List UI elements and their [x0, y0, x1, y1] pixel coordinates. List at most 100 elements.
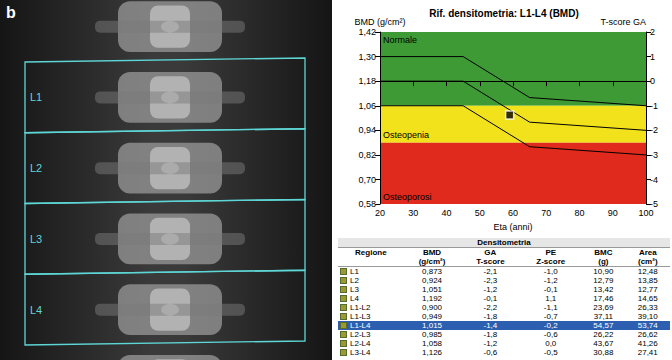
html-text:12,79: 12,79: [593, 276, 614, 285]
html-text:-0,7: -0,7: [543, 312, 558, 321]
html-text:-1,2: -1,2: [483, 339, 498, 348]
html-text:0,985: 0,985: [422, 330, 442, 339]
html-text:-2,3: -2,3: [483, 276, 498, 285]
html-text:L2: L2: [350, 276, 359, 285]
svg-text:80: 80: [574, 208, 584, 218]
html-text:-1,2: -1,2: [543, 276, 558, 285]
html-text:0,873: 0,873: [422, 267, 442, 276]
svg-text:1,42: 1,42: [358, 27, 376, 37]
svg-text:1,06: 1,06: [358, 101, 376, 111]
svg-text:100: 100: [638, 208, 653, 218]
html-text:L1-L2: L1-L2: [350, 303, 371, 312]
html-text:0,949: 0,949: [422, 312, 442, 321]
svg-text:T-score GA: T-score GA: [600, 17, 646, 27]
svg-text:Eta (anni): Eta (anni): [493, 222, 532, 232]
svg-text:0: 0: [650, 76, 655, 86]
html-text:54,57: 54,57: [593, 321, 614, 330]
html-text:-1,8: -1,8: [483, 330, 498, 339]
svg-text:-1: -1: [650, 101, 658, 111]
html-text:Regione: Regione: [355, 248, 387, 257]
html-text:1,058: 1,058: [422, 339, 442, 348]
html-text:L3: L3: [350, 285, 359, 294]
html-text:26,22: 26,22: [593, 330, 614, 339]
html-text:L1-L3: L1-L3: [350, 312, 371, 321]
svg-text:2: 2: [650, 27, 655, 37]
html-text:0,924: 0,924: [422, 276, 442, 285]
svg-text:90: 90: [608, 208, 618, 218]
html-text:BMD: BMD: [422, 248, 442, 257]
html-text:T-score: T-score: [476, 257, 505, 266]
svg-text:-2: -2: [650, 125, 658, 135]
svg-text:0,94: 0,94: [358, 125, 376, 135]
svg-text:60: 60: [508, 208, 518, 218]
svg-text:L4: L4: [30, 304, 42, 316]
html-text:-1,1: -1,1: [543, 303, 558, 312]
svg-text:0,70: 0,70: [358, 175, 376, 185]
svg-text:0,82: 0,82: [358, 150, 376, 160]
html-text:-2,2: -2,2: [483, 303, 498, 312]
html-text:L4: L4: [350, 294, 359, 303]
html-text:-0,6: -0,6: [543, 330, 558, 339]
svg-text:1,18: 1,18: [358, 76, 376, 86]
html-text:26,62: 26,62: [637, 330, 658, 339]
html-text:-1,2: -1,2: [483, 285, 498, 294]
html-text:0,0: 0,0: [545, 339, 557, 348]
html-text:Area: Area: [638, 248, 657, 257]
svg-text:1,30: 1,30: [358, 52, 376, 62]
html-text:1,051: 1,051: [422, 285, 442, 294]
html-text:13,42: 13,42: [593, 285, 614, 294]
html-text:(g): (g): [598, 257, 609, 266]
svg-text:50: 50: [475, 208, 485, 218]
html-text:PE: PE: [545, 248, 557, 257]
html-text:10,90: 10,90: [593, 267, 614, 276]
svg-text:BMD (g/cm²): BMD (g/cm²): [355, 17, 406, 27]
svg-text:40: 40: [441, 208, 451, 218]
svg-text:Osteoporosi: Osteoporosi: [383, 192, 432, 202]
svg-text:0,58: 0,58: [358, 199, 376, 209]
html-text:0,900: 0,900: [422, 303, 442, 312]
svg-text:1: 1: [650, 52, 655, 62]
html-text:1,015: 1,015: [422, 321, 442, 330]
html-text:-0,1: -0,1: [543, 285, 558, 294]
html-text:39,10: 39,10: [637, 312, 658, 321]
html-text:-1,4: -1,4: [483, 321, 498, 330]
html-text:GA: GA: [484, 248, 497, 257]
svg-text:-4: -4: [650, 175, 658, 185]
html-text:-1,8: -1,8: [483, 312, 498, 321]
html-text:-2,1: -2,1: [483, 267, 498, 276]
html-text:-0,2: -0,2: [543, 321, 558, 330]
svg-text:L3: L3: [30, 233, 42, 245]
html-text:1,192: 1,192: [422, 294, 442, 303]
html-text:-1,0: -1,0: [543, 267, 558, 276]
html-text:1,1: 1,1: [545, 294, 557, 303]
html-text:L1-L4: L1-L4: [350, 321, 371, 330]
svg-text:b: b: [6, 4, 16, 21]
html-text:17,46: 17,46: [593, 294, 614, 303]
svg-text:-3: -3: [650, 150, 658, 160]
html-text:(g/cm²): (g/cm²): [418, 257, 446, 266]
html-text:37,11: 37,11: [593, 312, 614, 321]
svg-text:30: 30: [408, 208, 418, 218]
svg-text:Normale: Normale: [383, 35, 417, 45]
svg-text:L2: L2: [30, 162, 42, 174]
html-text:53,74: 53,74: [637, 321, 658, 330]
html-text:(cm²): (cm²): [638, 257, 658, 266]
svg-text:L1: L1: [30, 91, 42, 103]
svg-text:Rif. densitometria: L1-L4 (BMD: Rif. densitometria: L1-L4 (BMD): [429, 8, 578, 19]
html-text:L2-L4: L2-L4: [350, 339, 371, 348]
html-text:Densitometria: Densitometria: [477, 238, 531, 247]
html-text:23,69: 23,69: [593, 303, 614, 312]
html-text:12,77: 12,77: [637, 285, 658, 294]
html-text:-0,1: -0,1: [483, 294, 498, 303]
html-text:12,48: 12,48: [637, 267, 658, 276]
svg-text:Osteopenia: Osteopenia: [383, 130, 429, 140]
svg-text:20: 20: [375, 208, 385, 218]
html-text:L2-L3: L2-L3: [350, 330, 371, 339]
html-text:26,33: 26,33: [637, 303, 658, 312]
html-text:13,85: 13,85: [637, 276, 658, 285]
html-text:BMC: BMC: [594, 248, 613, 257]
svg-text:70: 70: [541, 208, 551, 218]
html-text:14,65: 14,65: [637, 294, 658, 303]
html-text:L1: L1: [350, 267, 359, 276]
html-text:Z-score: Z-score: [536, 257, 566, 266]
